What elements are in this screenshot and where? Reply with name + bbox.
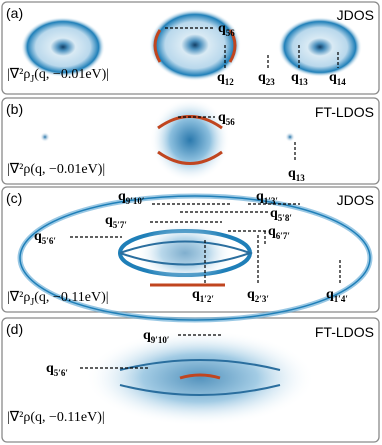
text-part: |∇²ρ [7,67,30,82]
text-part: q [288,166,296,181]
text-part: 56 [226,28,236,38]
q-label: q5′6′ [34,229,56,246]
q-label: q12 [217,70,234,87]
text-part: q [258,70,266,85]
text-part: 13 [299,77,309,87]
text-part: q [326,287,334,302]
panel-title: FT-LDOS [315,324,374,340]
q-label: q9′10′ [118,189,144,206]
panel-letter: (d) [6,321,23,337]
text-part: 5′6′ [42,236,56,246]
text-part: q [46,361,54,376]
text-part: 9′10′ [126,196,145,206]
text-part: (d) [6,321,23,337]
text-part: 9′10′ [151,335,170,345]
text-part: q [105,213,113,228]
text-part: q [218,21,226,36]
text-part: 5′7′ [113,220,127,230]
frame [1,186,380,313]
text-part: 5′6′ [54,368,68,378]
text-part: q [34,229,42,244]
text-part: q [256,189,264,204]
q-label: q23 [258,70,275,87]
text-part: 2′3′ [255,294,269,304]
frame [1,97,380,185]
text-part: |∇²ρ(q, −0.11eV)| [7,410,105,425]
panel-c-image [17,193,373,323]
text-part: 1′3′ [264,196,278,206]
text-part: (q, −0.01eV)| [34,67,109,82]
text-part: 13 [296,173,306,183]
text-part: q [118,189,126,204]
text-part: q [270,206,278,221]
text-part: J [30,297,34,308]
text-part: 5′8′ [278,213,292,223]
text-part: JDOS [337,7,374,23]
panel-letter: (a) [6,5,23,21]
text-part: q [268,224,276,239]
text-part: (a) [6,5,23,21]
panel-title: JDOS [337,7,374,23]
panel-letter: (c) [6,190,22,206]
text-part: J [30,74,34,85]
q-label: q56 [218,21,235,38]
text-part: 23 [266,77,276,87]
text-part: |∇²ρ [7,290,30,305]
text-part: FT-LDOS [315,324,374,340]
leaders [70,27,341,369]
text-part: 6′7′ [276,231,290,241]
panel-title: JDOS [337,192,374,208]
text-part: q [143,328,151,343]
text-part: 12 [225,77,235,87]
text-part: 56 [226,117,236,127]
q-label: q2′3′ [247,287,269,304]
text-part: 1′4′ [334,294,348,304]
q-label: q5′6′ [46,361,68,378]
text-part: JDOS [337,192,374,208]
q-label: q6′7′ [268,224,290,241]
q-label: q13 [291,70,308,87]
q-label: q13 [288,166,305,183]
panel-d-image [85,330,315,426]
text-part: q [291,70,299,85]
text-part: q [217,70,225,85]
text-part: 14 [337,77,347,87]
text-part: (c) [6,190,22,206]
q-label: q5′8′ [270,206,292,223]
text-part: 1′2′ [200,294,214,304]
q-label: q5′7′ [105,213,127,230]
formula: |∇²ρJ(q, −0.11eV)| [7,290,109,308]
text-part: (b) [6,101,23,117]
q-label: q56 [218,110,235,127]
panel-b-image [40,98,295,182]
text-part: (q, −0.11eV)| [34,290,108,305]
q-label: q9′10′ [143,328,169,345]
text-part: q [329,70,337,85]
text-part: |∇²ρ(q, −0.01eV)| [7,162,105,177]
text-part: q [247,287,255,302]
formula: |∇²ρJ(q, −0.01eV)| [7,67,109,85]
panel-letter: (b) [6,101,23,117]
formula: |∇²ρ(q, −0.11eV)| [7,410,105,425]
q-label: q1′4′ [326,287,348,304]
q-label: q1′3′ [256,189,278,206]
q-label: q14 [329,70,346,87]
formula: |∇²ρ(q, −0.01eV)| [7,162,105,177]
text-part: FT-LDOS [315,104,374,120]
text-part: q [218,110,226,125]
panel-title: FT-LDOS [315,104,374,120]
q-label: q1′2′ [192,287,214,304]
frame [1,1,380,95]
text-part: q [192,287,200,302]
